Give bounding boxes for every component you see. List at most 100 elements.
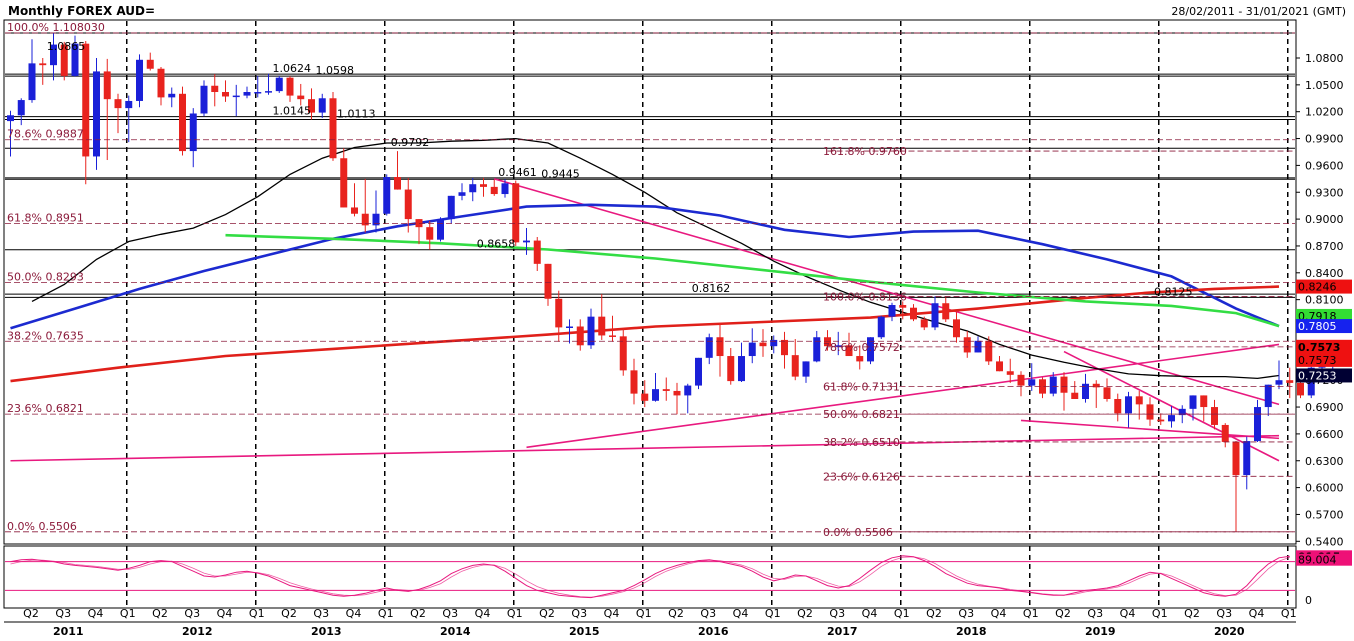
candle-body	[1103, 387, 1111, 399]
candle-body	[802, 361, 810, 377]
candle-body	[114, 99, 122, 109]
candle-body	[157, 68, 165, 98]
candle-body	[168, 93, 176, 98]
candle-body	[791, 355, 799, 377]
price-badge	[1296, 368, 1352, 383]
price-tick-label: 0.5700	[1305, 508, 1344, 521]
candle-body	[179, 93, 186, 152]
year-label: 2016	[698, 625, 729, 638]
candle-body	[910, 307, 917, 320]
quarter-label: Q2	[797, 607, 813, 620]
candle-body	[480, 184, 487, 187]
candle-body	[222, 92, 229, 97]
candle-body	[953, 319, 960, 338]
candle-body	[458, 192, 466, 196]
osc-badge	[1296, 553, 1352, 566]
year-label: 2014	[440, 625, 471, 638]
candle-body	[318, 98, 326, 113]
candle-body	[1114, 398, 1122, 414]
fib-level-label: 50.0% 0.8293	[7, 270, 84, 283]
candle-body	[426, 227, 434, 240]
candle-body	[985, 340, 993, 362]
quarter-label: Q2	[539, 607, 555, 620]
candle-body	[1221, 424, 1229, 442]
candle-body	[265, 91, 272, 93]
candle-body	[1060, 376, 1068, 393]
price-annotation: 0.8125	[1154, 285, 1193, 298]
candle-body	[963, 337, 971, 353]
candle-body	[834, 345, 842, 347]
fib-level-label: 0.0% 0.5506	[823, 526, 893, 539]
candle-body	[1254, 407, 1261, 442]
price-badge	[1296, 279, 1352, 294]
candle-body	[1006, 371, 1014, 375]
year-label: 2012	[182, 625, 213, 638]
quarter-label: Q1	[636, 607, 652, 620]
year-label: 2011	[53, 625, 84, 638]
candle-body	[39, 63, 47, 66]
price-tick-label: 0.6600	[1305, 428, 1344, 441]
candle-body	[50, 44, 57, 66]
candle-body	[512, 183, 520, 243]
candle-body	[920, 319, 928, 328]
quarter-label: Q1	[1023, 607, 1039, 620]
candle-body	[501, 183, 509, 195]
oscillator-signal-line	[10, 556, 1290, 598]
candle-body	[28, 63, 36, 101]
quarter-label: Q2	[152, 607, 168, 620]
candle-body	[1146, 404, 1154, 420]
candle-body	[684, 385, 692, 396]
price-annotation: 0.8658	[477, 238, 516, 251]
candle-body	[1211, 407, 1218, 425]
price-tick-label: 1.0800	[1305, 52, 1344, 65]
quarter-label: Q2	[410, 607, 426, 620]
year-label: 2013	[311, 625, 342, 638]
price-badge	[1296, 319, 1352, 334]
candle-body	[71, 43, 79, 76]
candle-body	[404, 189, 412, 220]
candle-body	[372, 213, 380, 226]
candle-body	[1178, 408, 1186, 416]
quarter-label: Q1	[894, 607, 910, 620]
quarter-label: Q3	[1087, 607, 1103, 620]
candle-body	[576, 326, 584, 346]
price-annotation: 0.9445	[541, 167, 580, 180]
quarter-label: Q3	[700, 607, 716, 620]
price-tick-label: 0.6300	[1305, 455, 1344, 468]
candle-body	[566, 326, 573, 328]
candle-body	[275, 77, 283, 92]
candle-body	[533, 240, 541, 264]
candle-body	[1189, 395, 1197, 409]
candle-body	[1049, 376, 1057, 394]
candle-body	[297, 95, 305, 100]
date-range-label: 28/02/2011 - 31/01/2021 (GMT)	[1171, 5, 1346, 18]
quarter-label: Q1	[765, 607, 781, 620]
price-tick-label: 1.0200	[1305, 106, 1344, 119]
candle-body	[587, 316, 595, 346]
fib-level-label: 38.2% 0.7635	[7, 329, 84, 342]
candle-body	[888, 305, 896, 317]
candle-body	[652, 389, 659, 401]
quarter-label: Q3	[313, 607, 329, 620]
quarter-label: Q3	[55, 607, 71, 620]
candle-body	[619, 336, 627, 371]
candle-body	[1168, 415, 1175, 422]
fib-level-label: 161.8% 0.9760	[823, 145, 907, 158]
fib-level-label: 78.6% 0.9887	[7, 128, 84, 141]
quarter-label: Q4	[217, 607, 233, 620]
candle-body	[931, 303, 939, 328]
quarter-label: Q4	[991, 607, 1007, 620]
price-tick-label: 0.8400	[1305, 267, 1344, 280]
candle-body	[544, 263, 552, 299]
candle-body	[748, 342, 756, 357]
candle-body	[1125, 396, 1132, 414]
year-label: 2020	[1214, 625, 1245, 638]
candle-body	[673, 390, 681, 396]
candle-body	[974, 340, 982, 353]
candle-body	[759, 342, 767, 347]
price-annotation: 1.0598	[316, 64, 355, 77]
price-annotation: 1.0113	[337, 107, 376, 120]
candle-body	[146, 59, 154, 69]
price-tick-label: 0.5400	[1305, 535, 1344, 548]
candle-body	[60, 44, 68, 76]
